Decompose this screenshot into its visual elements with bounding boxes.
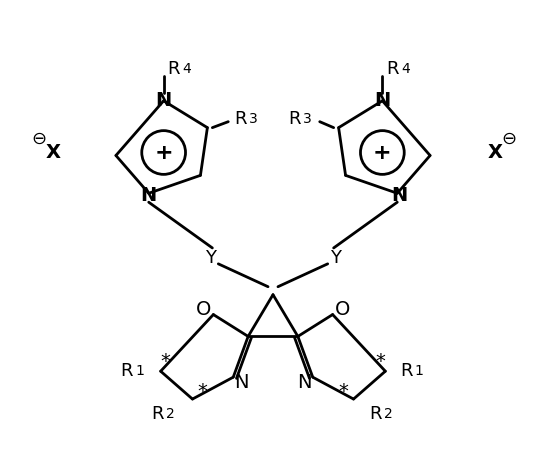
Text: *: * [198, 382, 207, 401]
Text: ⊖: ⊖ [501, 129, 516, 148]
Text: N: N [374, 91, 390, 110]
Text: Y: Y [330, 249, 341, 267]
Text: 1: 1 [135, 364, 144, 378]
Text: ⊖: ⊖ [32, 129, 47, 148]
Text: O: O [335, 300, 351, 319]
Text: R: R [386, 60, 399, 78]
Text: 1: 1 [415, 364, 424, 378]
Text: 4: 4 [182, 62, 191, 76]
Text: X: X [487, 143, 502, 162]
Text: *: * [376, 352, 385, 371]
Text: X: X [46, 143, 61, 162]
Text: R: R [234, 109, 246, 128]
Text: N: N [156, 91, 172, 110]
Text: R: R [151, 405, 164, 423]
Text: R: R [400, 362, 412, 380]
Text: R: R [167, 60, 180, 78]
Text: 4: 4 [401, 62, 410, 76]
Text: N: N [298, 373, 312, 392]
Text: R: R [289, 109, 301, 128]
Text: 2: 2 [166, 407, 175, 421]
Text: +: + [373, 142, 391, 162]
Text: Y: Y [205, 249, 216, 267]
Text: *: * [161, 352, 170, 371]
Text: N: N [141, 186, 157, 205]
Text: 3: 3 [249, 112, 258, 126]
Text: 2: 2 [384, 407, 393, 421]
Text: N: N [391, 186, 407, 205]
Text: R: R [369, 405, 382, 423]
Text: R: R [121, 362, 133, 380]
Text: O: O [195, 300, 211, 319]
Text: *: * [339, 382, 348, 401]
Text: N: N [234, 373, 248, 392]
Text: 3: 3 [304, 112, 312, 126]
Text: +: + [155, 142, 173, 162]
